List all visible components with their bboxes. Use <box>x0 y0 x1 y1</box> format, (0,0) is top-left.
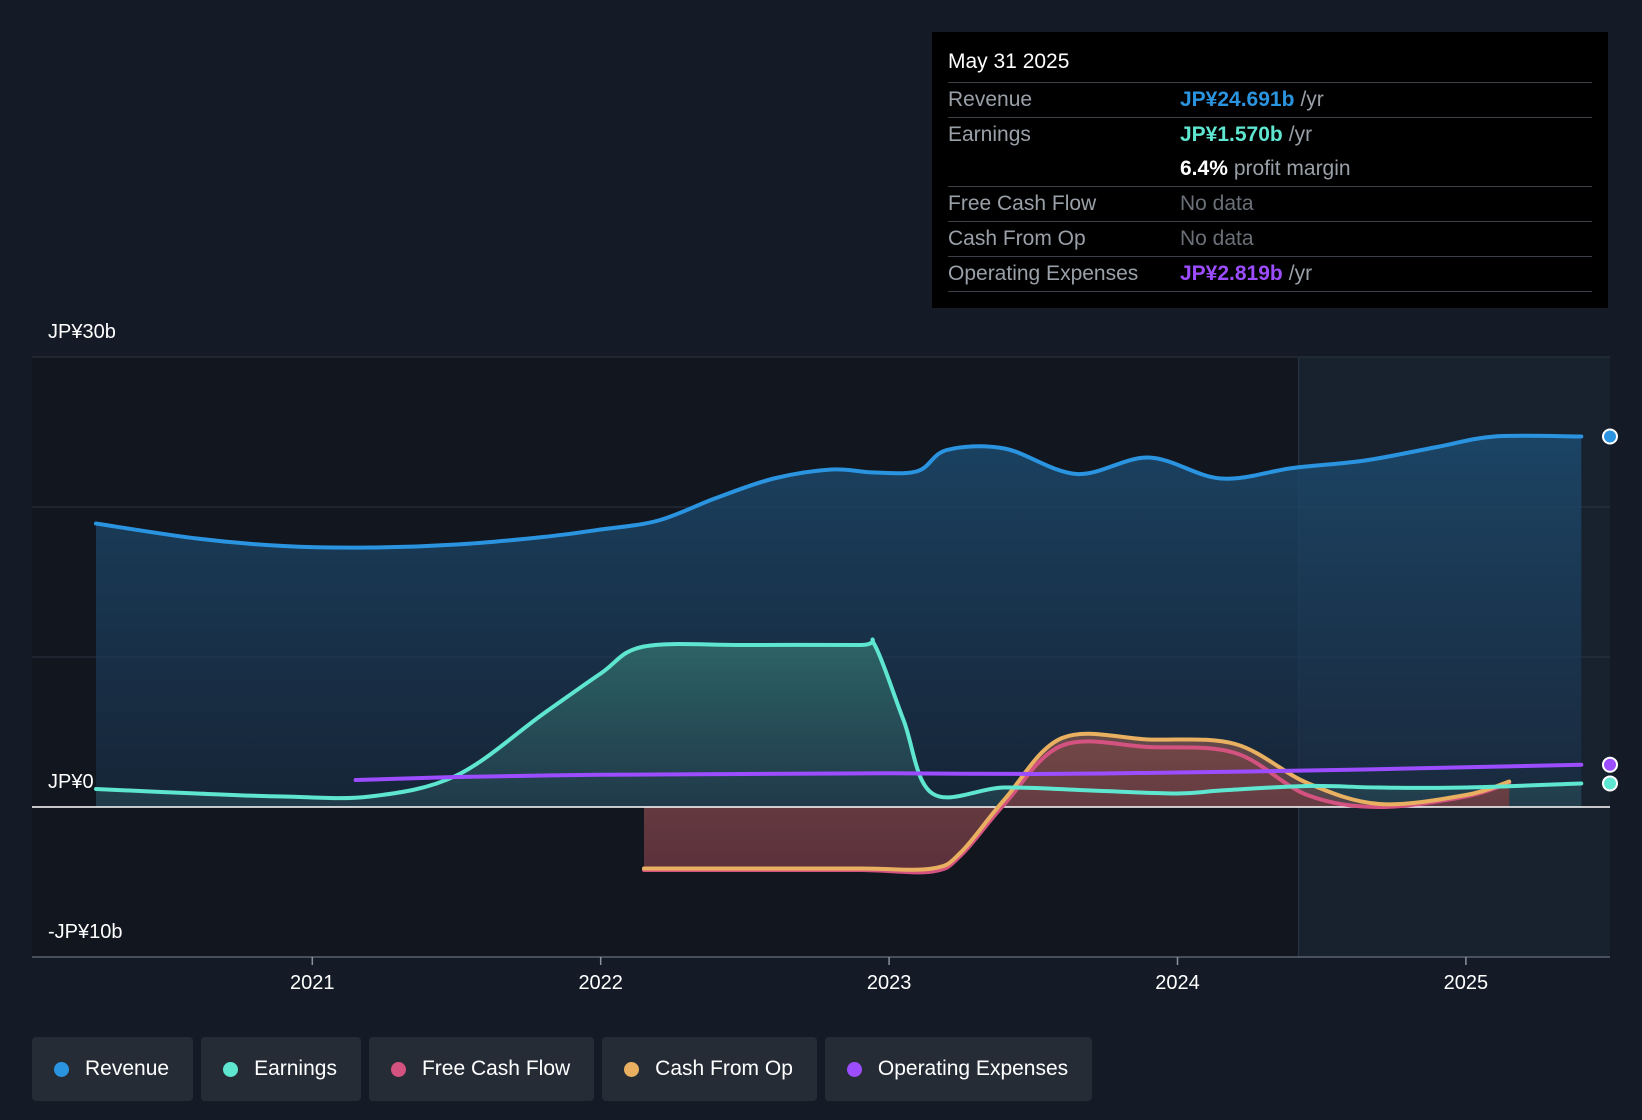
revenue-area <box>96 435 1582 807</box>
tooltip-date: May 31 2025 <box>948 50 1070 73</box>
chart-legend: Revenue Earnings Free Cash Flow Cash Fro… <box>32 1037 1093 1101</box>
legend-item-operating-expenses[interactable]: Operating Expenses <box>824 1037 1093 1101</box>
legend-item-cash-from-op[interactable]: Cash From Op <box>602 1037 817 1101</box>
operating-expenses-end-marker <box>1602 756 1618 773</box>
cash-from-op-line <box>642 731 1512 872</box>
y-axis-label-zero: JP¥0 <box>48 771 94 793</box>
tooltip-row-revenue: Revenue JP¥24.691b /yr <box>948 82 1592 117</box>
tooltip-unit: /yr <box>1300 88 1324 111</box>
tooltip-unit: /yr <box>1288 123 1313 146</box>
y-axis-label-bottom: -JP¥10b <box>48 921 123 943</box>
x-axis: 2021 2022 2023 2024 2025 <box>32 956 1610 994</box>
legend-item-earnings[interactable]: Earnings <box>201 1037 361 1101</box>
x-tick-label: 2022 <box>578 972 623 994</box>
x-tick-label: 2025 <box>1444 972 1489 994</box>
legend-dot-icon <box>390 1061 406 1077</box>
operating-expenses-line <box>353 762 1584 782</box>
tooltip-value: JP¥1.570b <box>1180 123 1283 146</box>
tooltip-value: JP¥2.819b <box>1180 262 1283 285</box>
earnings-end-marker <box>1602 775 1618 792</box>
legend-label: Revenue <box>85 1057 170 1080</box>
tooltip-row-operating-expenses: Operating Expenses JP¥2.819b /yr <box>948 256 1592 292</box>
tooltip-value: No data <box>1180 227 1254 250</box>
data-tooltip: May 31 2025 Revenue JP¥24.691b /yr Earni… <box>932 32 1608 308</box>
legend-item-revenue[interactable]: Revenue <box>32 1037 194 1101</box>
tooltip-label: Revenue <box>948 88 1033 111</box>
revenue-line <box>94 433 1584 550</box>
legend-dot-icon <box>54 1061 69 1077</box>
tooltip-label: Cash From Op <box>948 227 1086 250</box>
tooltip-row-free-cash-flow: Free Cash Flow No data <box>948 186 1592 221</box>
legend-label: Operating Expenses <box>877 1057 1069 1080</box>
legend-label: Cash From Op <box>655 1057 793 1080</box>
legend-dot-icon <box>223 1061 239 1077</box>
x-tick-label: 2021 <box>290 972 335 994</box>
tooltip-unit: profit margin <box>1233 157 1351 180</box>
cash-from-op-area <box>644 733 1510 870</box>
tooltip-row-earnings: Earnings JP¥1.570b /yr <box>948 117 1592 152</box>
tooltip-row-profit-margin: 6.4% profit margin <box>948 152 1592 186</box>
tooltip-row-cash-from-op: Cash From Op No data <box>948 221 1592 256</box>
earnings-area <box>96 639 1582 807</box>
series-lines <box>32 428 1618 875</box>
legend-label: Earnings <box>254 1057 337 1080</box>
legend-item-free-cash-flow[interactable]: Free Cash Flow <box>368 1037 595 1101</box>
tooltip-label: Operating Expenses <box>948 262 1139 285</box>
y-axis-label-top: JP¥30b <box>48 321 116 343</box>
legend-label: Free Cash Flow <box>421 1057 571 1080</box>
tooltip-unit: /yr <box>1288 262 1313 285</box>
tooltip-label: Free Cash Flow <box>948 192 1097 215</box>
tooltip-value: No data <box>1180 192 1254 215</box>
revenue-end-marker <box>1602 428 1618 445</box>
legend-dot-icon <box>624 1061 640 1077</box>
x-tick-label: 2024 <box>1155 972 1200 994</box>
x-tick-label: 2023 <box>867 972 912 994</box>
earnings-line <box>94 637 1584 801</box>
tooltip-label: Earnings <box>948 123 1031 146</box>
legend-dot-icon <box>846 1061 862 1077</box>
tooltip-value: 6.4% <box>1180 157 1228 180</box>
tooltip-value: JP¥24.691b <box>1180 88 1295 111</box>
